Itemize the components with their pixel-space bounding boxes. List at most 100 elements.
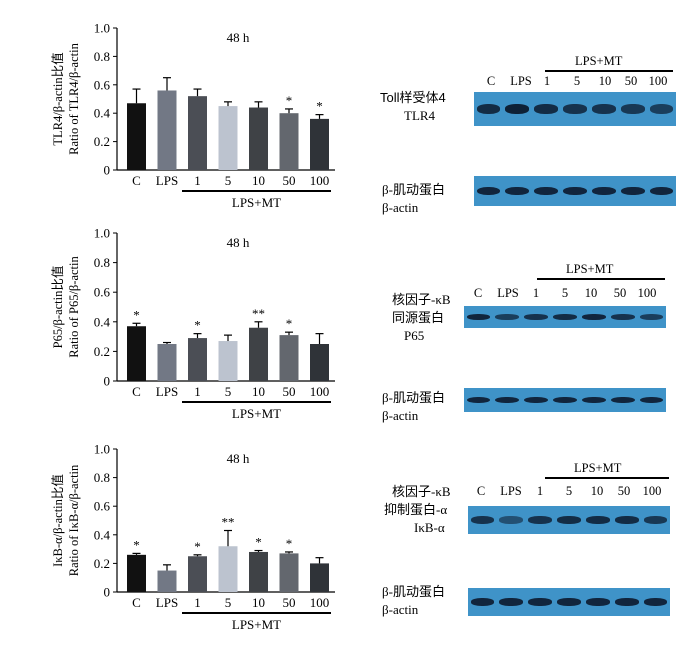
y-tick-label: 0.4 — [94, 314, 111, 329]
blot-loading-label-cn: β-肌动蛋白 — [382, 584, 445, 599]
y-tick-label: 0.6 — [94, 499, 111, 514]
x-tick-label: C — [132, 173, 141, 188]
bar-C — [127, 326, 146, 381]
y-tick-label: 0 — [104, 163, 111, 178]
bar-50 — [279, 553, 299, 592]
blot-band — [553, 396, 577, 404]
blot-band — [592, 104, 616, 114]
blot-target-label-en: IκB-α — [414, 520, 445, 535]
x-tick-label: 5 — [225, 384, 232, 399]
blot-target-label-cn: 核因子-κB — [392, 484, 451, 499]
blot-band — [524, 396, 548, 404]
x-tick-label: 10 — [252, 173, 265, 188]
blot-lane-label: C — [486, 74, 496, 88]
blot-group-line — [545, 477, 669, 479]
blot-band — [649, 104, 674, 114]
blot-strip-loading — [468, 588, 670, 616]
blot-band — [639, 396, 664, 404]
x-tick-label: 100 — [310, 595, 330, 610]
blot-lane-label: 50 — [613, 286, 627, 300]
y-tick-label: 0.4 — [94, 106, 111, 121]
x-tick-label: 10 — [252, 384, 265, 399]
blot-lane-label: 5 — [573, 74, 581, 88]
blot-band — [495, 313, 520, 321]
blot-target-label-en: P65 — [404, 328, 425, 343]
x-tick-label: C — [132, 595, 141, 610]
blot-band — [649, 186, 674, 196]
bar-10 — [249, 327, 268, 381]
x-tick-label: C — [132, 384, 141, 399]
blot-lane-label: 5 — [561, 286, 569, 300]
blot-lane-label: 10 — [598, 74, 612, 88]
bar-5 — [218, 106, 238, 170]
y-tick-label: 0 — [104, 374, 111, 389]
blot-lane-label: 50 — [617, 484, 631, 498]
significance-marker: * — [255, 535, 262, 550]
bar-LPS — [157, 344, 177, 381]
x-tick-label: 50 — [283, 595, 296, 610]
blot-lane-label: 50 — [624, 74, 638, 88]
blot-lane-label: 1 — [536, 484, 544, 498]
significance-marker: * — [286, 536, 293, 551]
blot-band — [620, 186, 645, 196]
x-tick-label: 1 — [194, 173, 201, 188]
blot-lane-label: 1 — [543, 74, 551, 88]
significance-marker: * — [286, 93, 293, 108]
blot-strip-target — [464, 306, 666, 328]
blot-loading-label-en: β-actin — [382, 602, 419, 617]
x-tick-label: 100 — [310, 173, 330, 188]
blot-lane-label: 5 — [565, 484, 573, 498]
x-tick-label: 1 — [194, 384, 201, 399]
x-tick-label: 50 — [283, 384, 296, 399]
blot-band — [620, 104, 645, 114]
blot-strip-target — [468, 506, 670, 534]
group-label: LPS+MT — [232, 617, 281, 632]
blot-loading-label-cn: β-肌动蛋白 — [382, 390, 445, 405]
group-label: LPS+MT — [232, 406, 281, 421]
x-tick-label: 50 — [283, 173, 296, 188]
blot-strip-loading — [464, 388, 666, 412]
significance-marker: ** — [222, 515, 235, 530]
y-axis-label-cn: TLR4/β-actin比值 — [50, 52, 65, 145]
y-axis-label-cn: P65/β-actin比值 — [50, 266, 65, 349]
blot-loading-label-cn: β-肌动蛋白 — [382, 182, 445, 197]
blot-band — [586, 598, 610, 606]
blot-strip-target — [474, 92, 676, 126]
blot-loading-label-en: β-actin — [382, 408, 419, 423]
blot-band — [592, 186, 616, 196]
blot-lane-label: LPS — [510, 74, 532, 88]
y-tick-label: 0.8 — [94, 470, 110, 485]
significance-marker: * — [133, 307, 140, 322]
y-tick-label: 1.0 — [94, 21, 110, 36]
x-tick-label: LPS — [156, 384, 178, 399]
blot-band — [582, 396, 606, 404]
y-axis-label-en: Ratio of TLR4/β-actin — [67, 42, 81, 154]
blot-band — [610, 313, 635, 321]
y-tick-label: 0.6 — [94, 285, 111, 300]
blot-group-label: LPS+MT — [566, 262, 614, 276]
y-axis-label-en: Ratio of IκB-α/β-actin — [67, 464, 81, 576]
blot-target-label-cn2: 同源蛋白 — [392, 310, 445, 325]
x-tick-label: 5 — [225, 173, 232, 188]
blot-band — [470, 516, 495, 524]
x-tick-label: 1 — [194, 595, 201, 610]
chart-title: 48 h — [227, 451, 250, 466]
blot-band — [528, 598, 552, 606]
y-tick-label: 0.6 — [94, 77, 111, 92]
bar-LPS — [157, 570, 177, 592]
x-tick-label: LPS — [156, 595, 178, 610]
blot-band — [476, 186, 501, 196]
blot-group-line — [545, 70, 673, 72]
x-tick-label: 100 — [310, 384, 330, 399]
chart-title: 48 h — [227, 30, 250, 45]
blot-band — [524, 313, 548, 321]
bar-50 — [279, 335, 299, 381]
bar-100 — [310, 563, 329, 592]
y-tick-label: 0.2 — [94, 134, 110, 149]
significance-marker: * — [194, 318, 201, 333]
blot-band — [505, 104, 530, 114]
bar-10 — [249, 107, 268, 170]
y-axis-label-cn: IκB-α/β-actin比值 — [50, 474, 65, 567]
significance-marker: * — [133, 537, 140, 552]
blot-band — [557, 598, 581, 606]
